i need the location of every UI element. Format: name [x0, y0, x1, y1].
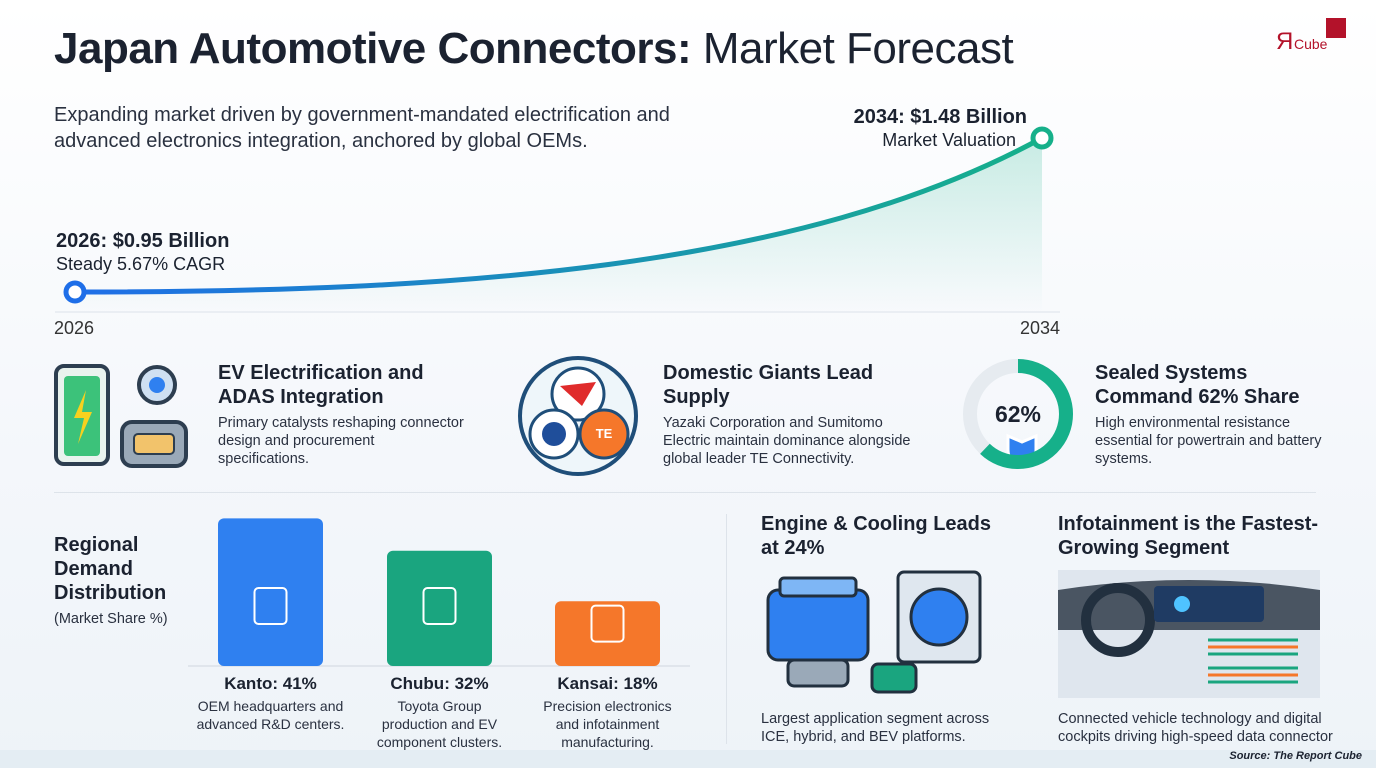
bar-icon — [422, 587, 457, 625]
te-badge: TE — [596, 426, 613, 441]
bar-icon — [590, 604, 625, 643]
subtitle: Expanding market driven by government-ma… — [54, 104, 670, 152]
donut-label: 62% — [995, 401, 1041, 427]
segment-title: Infotainment is the Fastest-Growing Segm… — [1058, 513, 1319, 559]
segment-text: Largest application segment across ICE, … — [761, 711, 990, 745]
highlight-text: Primary catalysts reshaping connector de… — [218, 415, 464, 467]
engine-icon — [766, 570, 982, 694]
start-year: 2026 — [54, 318, 95, 338]
bar-icon-shape — [590, 604, 625, 643]
donut-arc — [963, 359, 1073, 469]
bar-text: OEM headquarters and advanced R&D center… — [196, 698, 345, 732]
logo-mark: Я — [1276, 28, 1294, 55]
share-donut: 62% — [963, 359, 1073, 470]
regional-bars — [188, 518, 690, 667]
regional-title: Regional Demand Distribution — [54, 534, 167, 604]
title: Japan Automotive Connectors: Market Fore… — [54, 24, 1014, 74]
bar-text: Toyota Group production and EV component… — [376, 698, 503, 750]
regional-unit: (Market Share %) — [54, 611, 168, 627]
start-label: 2026: $0.95 Billion — [56, 230, 230, 252]
cockpit-icon — [1058, 570, 1320, 698]
bar-text: Precision electronics and infotainment m… — [543, 698, 672, 750]
highlight-text: High environmental resistance essential … — [1095, 415, 1322, 467]
end-note: Market Valuation — [882, 130, 1016, 150]
logo-text: Cube — [1294, 36, 1328, 52]
logo: Я Cube — [1276, 12, 1354, 58]
footer-band — [0, 750, 1376, 768]
forecast-curve — [55, 126, 1060, 313]
bar-icon — [253, 587, 288, 625]
ev-icon — [54, 364, 188, 468]
segment-text: Connected vehicle technology and digital… — [1058, 711, 1333, 745]
highlight-title: Sealed Systems Command 62% Share — [1095, 362, 1300, 408]
end-year: 2034 — [1020, 318, 1061, 338]
highlight-title: EV Electrification and ADAS Integration — [218, 362, 424, 408]
source: Source: The Report Cube — [1229, 750, 1362, 762]
bar-label: Kanto: 41% — [224, 674, 317, 693]
start-note: Steady 5.67% CAGR — [56, 254, 226, 274]
highlight-text: Yazaki Corporation and Sumitomo Electric… — [663, 415, 911, 467]
segment-title: Engine & Cooling Leads at 24% — [761, 513, 992, 559]
bar — [387, 550, 492, 666]
highlight-title: Domestic Giants Lead Supply — [663, 362, 874, 408]
divider — [54, 492, 1316, 493]
end-label: 2034: $1.48 Billion — [853, 106, 1027, 128]
title-bold: Japan Automotive Connectors: — [54, 24, 692, 73]
bar — [555, 601, 660, 666]
bar-label: Chubu: 32% — [390, 674, 489, 693]
bar-label: Kansai: 18% — [557, 674, 658, 693]
suppliers-icon: TE — [518, 356, 638, 476]
title-light: Market Forecast — [702, 24, 1014, 73]
bar-icon-shape — [253, 587, 288, 625]
bar-icon-shape — [422, 587, 457, 625]
bar — [218, 518, 323, 666]
divider — [726, 514, 727, 744]
